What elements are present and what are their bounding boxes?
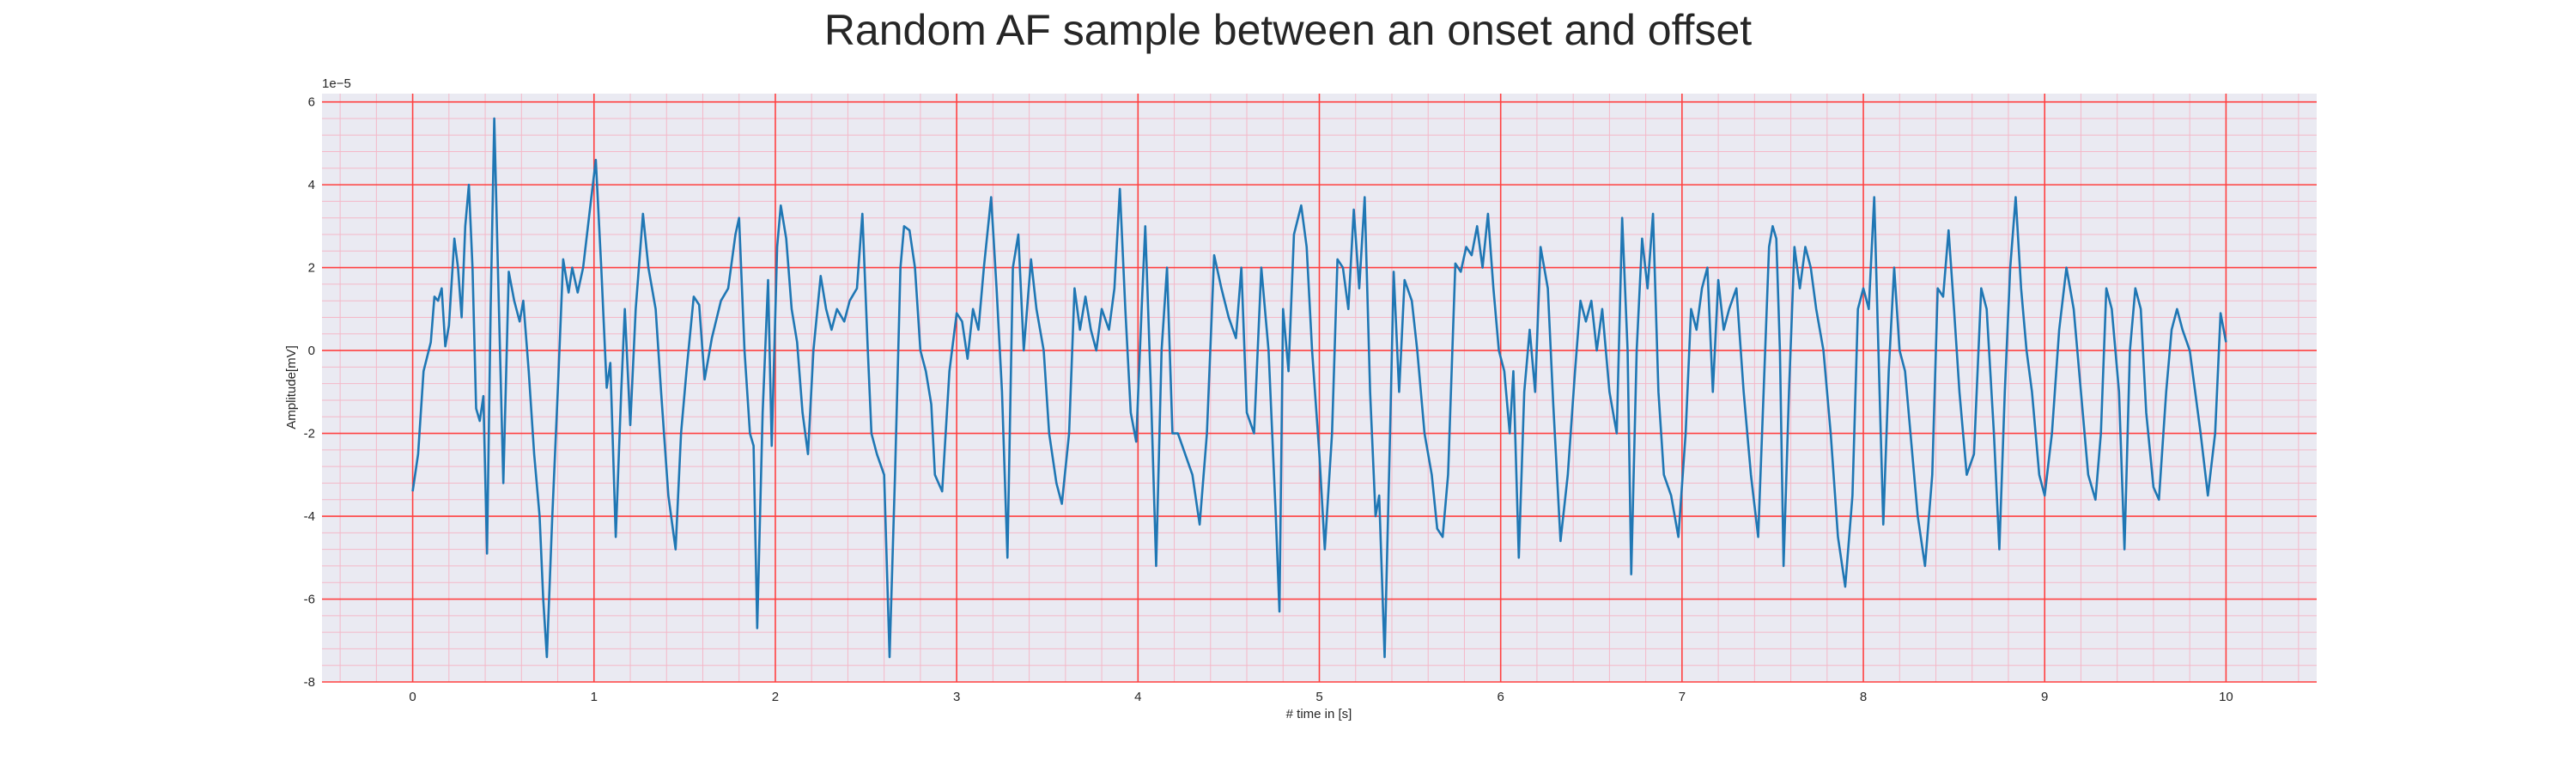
x-tick-label: 3 [953,690,960,704]
x-tick-label: 6 [1498,690,1504,704]
x-tick-label: 0 [409,690,416,704]
y-tick-label: 6 [308,95,315,110]
y-tick-label: -4 [304,509,315,524]
axis-offset-label: 1e−5 [322,76,351,91]
x-tick-label: 7 [1679,690,1686,704]
x-axis-label: # time in [s] [1286,707,1352,721]
y-tick-label: -6 [304,593,315,607]
y-tick-label: 2 [308,261,315,276]
x-tick-label: 4 [1134,690,1141,704]
x-tick-label: 8 [1860,690,1867,704]
x-tick-label: 2 [772,690,779,704]
y-axis-label: Amplitude[mV] [284,345,299,429]
signal-line [411,117,2227,659]
y-tick-label: 0 [308,344,315,358]
x-tick-label: 9 [2041,690,2048,704]
y-tick-label: -8 [304,675,315,690]
y-tick-label: -2 [304,427,315,441]
x-tick-label: 1 [591,690,598,704]
x-tick-label: 5 [1315,690,1322,704]
chart-title: Random AF sample between an onset and of… [824,6,1752,54]
y-tick-label: 4 [308,178,315,192]
x-tick-label: 10 [2219,690,2233,704]
